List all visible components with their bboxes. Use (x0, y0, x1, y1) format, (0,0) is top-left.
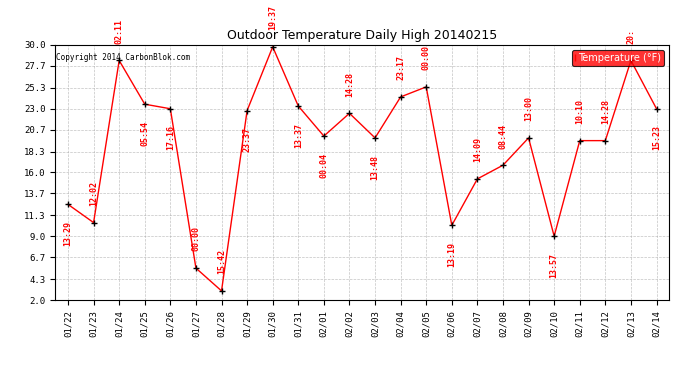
Text: 13:00: 13:00 (524, 96, 533, 121)
Text: 13:29: 13:29 (63, 221, 72, 246)
Text: 13:57: 13:57 (550, 253, 559, 278)
Text: 12:02: 12:02 (89, 181, 98, 206)
Text: 23:17: 23:17 (396, 55, 405, 80)
Text: 23:37: 23:37 (243, 127, 252, 152)
Text: 20:: 20: (627, 29, 635, 44)
Text: 00:00: 00:00 (191, 226, 200, 252)
Text: 17:16: 17:16 (166, 125, 175, 150)
Text: 14:28: 14:28 (345, 72, 354, 97)
Text: 19:37: 19:37 (268, 5, 277, 30)
Text: 05:54: 05:54 (140, 121, 149, 146)
Text: 13:48: 13:48 (371, 154, 380, 180)
Title: Outdoor Temperature Daily High 20140215: Outdoor Temperature Daily High 20140215 (227, 30, 497, 42)
Text: Copyright 2014 CarbonBlok.com: Copyright 2014 CarbonBlok.com (57, 53, 190, 62)
Text: 15:42: 15:42 (217, 249, 226, 274)
Legend: Temperature (°F): Temperature (°F) (572, 50, 664, 66)
Text: 13:19: 13:19 (447, 242, 456, 267)
Text: 13:37: 13:37 (294, 123, 303, 148)
Text: 02:11: 02:11 (115, 19, 124, 44)
Text: 14:28: 14:28 (601, 99, 610, 124)
Text: 10:10: 10:10 (575, 99, 584, 124)
Text: 00:04: 00:04 (319, 153, 328, 178)
Text: 00:00: 00:00 (422, 45, 431, 70)
Text: 14:09: 14:09 (473, 137, 482, 162)
Text: 15:23: 15:23 (652, 125, 661, 150)
Text: 08:44: 08:44 (498, 123, 507, 148)
